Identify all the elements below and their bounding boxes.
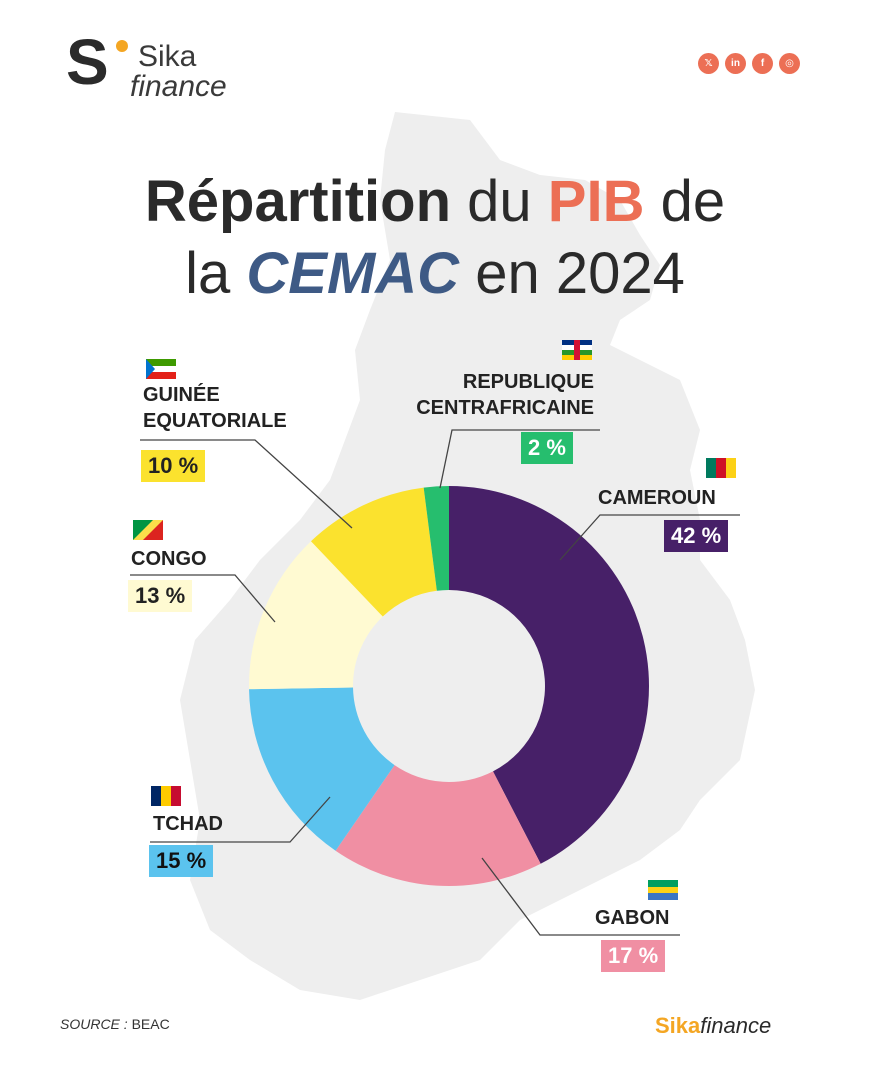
social-links: 𝕏 in f ◎ — [698, 53, 800, 74]
title-word-year: en 2024 — [475, 241, 685, 306]
slice-gabon — [335, 765, 541, 886]
title-word-de: de — [660, 169, 726, 234]
title-word-la: la — [185, 241, 231, 306]
leader-rca — [439, 429, 600, 489]
label-tchad: TCHAD — [153, 813, 223, 835]
leader-cameroun — [559, 514, 740, 561]
label-rca-line2: CENTRAFRICAINE — [416, 397, 594, 419]
value-cameroun: 42 % — [664, 520, 729, 552]
label-congo: CONGO — [131, 548, 207, 570]
brand-part1: Sika — [655, 1013, 701, 1038]
label-cameroun: CAMEROUN — [598, 487, 716, 509]
slice-cameroun — [449, 486, 650, 864]
value-congo: 13 % — [128, 580, 193, 612]
title-word-repartition: Répartition — [144, 169, 452, 234]
x-icon[interactable]: 𝕏 — [698, 53, 719, 74]
value-gabon: 17 % — [601, 940, 666, 972]
value-rca: 2 % — [521, 432, 573, 464]
sika-finance-logo: S Sika finance — [66, 30, 266, 106]
slice-congo — [248, 541, 383, 690]
slice-tchad — [249, 687, 395, 851]
title-word-pib: PIB — [547, 169, 645, 234]
logo-line1: Sika — [138, 40, 197, 73]
label-guinee-line1: GUINÉE — [143, 384, 220, 406]
leader-gabon — [481, 857, 680, 936]
leader-guinee — [140, 439, 353, 529]
title-word-du: du — [467, 169, 532, 234]
source-note: SOURCE : BEAC — [60, 1016, 170, 1032]
logo-dot — [116, 40, 128, 52]
brand-part2: finance — [700, 1013, 772, 1038]
gabon-flag-icon — [648, 880, 678, 900]
linkedin-icon[interactable]: in — [725, 53, 746, 74]
source-label: SOURCE : — [60, 1016, 128, 1032]
facebook-icon[interactable]: f — [752, 53, 773, 74]
cameroon-flag-icon — [706, 458, 736, 478]
brand-footer: Sikafinance — [655, 1013, 771, 1039]
label-rca: REPUBLIQUE CENTRAFRICAINE — [397, 369, 594, 421]
title-word-cemac: CEMAC — [246, 241, 460, 306]
logo-line2: finance — [130, 70, 227, 103]
leader-tchad — [150, 796, 331, 843]
slice-republique-centrafricaine — [423, 486, 449, 591]
label-rca-line1: REPUBLIQUE — [462, 371, 594, 393]
label-guinee-line2: EQUATORIALE — [143, 410, 287, 432]
congo-flag-icon — [133, 520, 163, 540]
car-flag-icon — [562, 340, 592, 360]
value-tchad: 15 % — [149, 845, 214, 877]
page-title: Répartition du PIB de la CEMAC en 2024 — [0, 166, 870, 310]
chad-flag-icon — [151, 786, 181, 806]
label-gabon: GABON — [595, 907, 670, 929]
leader-congo — [130, 574, 276, 623]
equatorial-guinea-flag-icon — [146, 359, 176, 379]
value-guinee: 10 % — [141, 450, 206, 482]
label-guinee: GUINÉE EQUATORIALE — [143, 382, 287, 434]
instagram-icon[interactable]: ◎ — [779, 53, 800, 74]
logo-letter: S — [66, 26, 109, 98]
source-value: BEAC — [131, 1016, 170, 1032]
